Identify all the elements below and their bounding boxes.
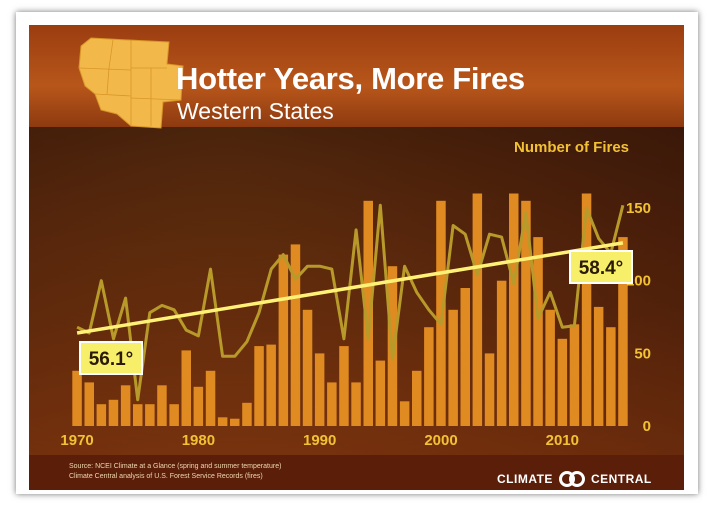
fire-bar-1993 [351,382,361,426]
fire-bar-1992 [339,346,349,426]
infographic-card: Hotter Years, More Fires Western States … [29,25,684,490]
fire-bar-1998 [412,370,422,426]
fire-bar-1980 [193,386,204,426]
fire-bar-2002 [460,288,470,426]
fire-bar-1987 [278,254,289,426]
trend-line-layer [76,241,624,335]
chart-title: Hotter Years, More Fires [176,61,525,96]
fire-bar-2009 [545,309,555,426]
fire-bar-1977 [157,385,167,426]
fire-bar-2011 [569,324,580,426]
chart-subtitle: Western States [177,98,334,124]
x-tick-label-1970: 1970 [60,432,93,449]
source-note: Source: NCEI Climate at a Glance (spring… [69,462,281,482]
fire-bar-1989 [302,309,313,426]
fire-bar-2006 [509,193,519,426]
logo-rings-icon [558,471,585,487]
start-temperature-value: 56.1° [89,349,134,370]
climate-central-logo: CLIMATE CENTRAL [497,469,652,489]
fire-bar-2007 [521,200,531,426]
fire-bar-2005 [496,280,507,426]
right-axis-title: Number of Fires [514,139,630,156]
x-tick-label-1990: 1990 [303,432,336,449]
fire-bar-1991 [327,382,337,426]
fire-bar-1983 [230,418,240,426]
fire-bar-1984 [242,402,252,426]
fire-bar-2001 [448,309,458,426]
source-line-2: Climate Central analysis of U.S. Forest … [69,473,263,480]
logo-text-right: CENTRAL [590,472,652,486]
source-line-1: Source: NCEI Climate at a Glance (spring… [69,463,282,470]
fire-bar-2014 [606,327,616,426]
fire-bar-1997 [399,401,410,426]
fire-bar-1982 [217,417,228,426]
fire-bar-1985 [254,346,264,426]
fire-bar-1971 [84,382,94,426]
y-tick-label-0: 0 [643,418,651,435]
fire-bar-1976 [145,404,155,426]
fire-bar-2008 [533,237,543,426]
temperature-line [76,203,625,402]
fire-bar-1994 [363,200,373,426]
fire-bar-1979 [181,350,191,426]
fire-bar-2010 [557,338,568,426]
fire-bar-2003 [472,193,483,426]
x-axis-ticks: 1970 1980 1990 2000 2010 [60,432,579,449]
fire-bar-1973 [108,399,119,426]
logo-text-left: CLIMATE [497,472,553,486]
fire-bar-1990 [314,353,325,426]
fire-bar-1995 [375,360,386,426]
end-temperature-label: 58.4° [569,250,633,284]
fire-bar-1999 [424,327,434,426]
fire-bar-2012 [581,193,592,426]
x-tick-label-2010: 2010 [546,432,579,449]
end-temperature-value: 58.4° [579,258,624,279]
fire-bar-1972 [96,404,107,426]
y-tick-label-150: 150 [626,200,651,217]
fire-bar-1978 [169,404,179,426]
temperature-trend-line [76,241,624,335]
fire-bar-1975 [133,404,143,426]
start-temperature-label: 56.1° [79,341,143,375]
fire-bar-1988 [290,244,301,426]
fire-bar-2013 [593,306,604,426]
y-tick-label-50: 50 [634,345,651,362]
x-tick-label-1980: 1980 [182,432,215,449]
fire-bar-1970 [72,370,82,426]
fire-bar-1986 [266,344,276,426]
x-tick-label-2000: 2000 [424,432,457,449]
temperature-line-layer [76,203,625,402]
fire-bar-1981 [205,370,216,426]
temperature-labels: 56.1° 58.4° [79,250,633,375]
fire-bar-1974 [120,385,131,426]
fire-bar-2015 [618,237,628,426]
fire-bar-2004 [484,353,495,426]
western-states-map-icon [78,37,184,129]
